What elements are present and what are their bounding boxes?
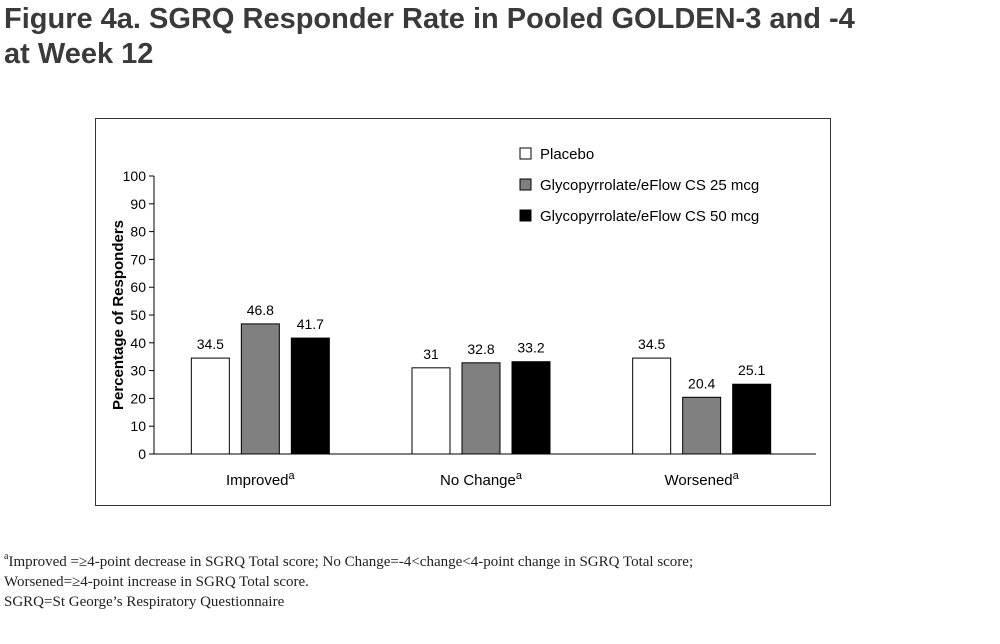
bar-value-label: 31 — [423, 346, 439, 362]
bar — [461, 362, 501, 455]
bar-value-label: 46.8 — [247, 302, 274, 318]
bar — [190, 357, 230, 455]
y-tick-label: 90 — [130, 196, 146, 212]
footnote-2: Worsened=≥4-point increase in SGRQ Total… — [4, 574, 309, 590]
figure-title: Figure 4a. SGRQ Responder Rate in Pooled… — [4, 2, 994, 72]
figure-title-line-2: at Week 12 — [4, 38, 154, 70]
x-category-label: Improveda — [226, 470, 296, 489]
figure-title-line-1: Figure 4a. SGRQ Responder Rate in Pooled… — [4, 3, 855, 35]
bar — [290, 337, 330, 455]
bar — [732, 383, 772, 455]
bar-value-label: 25.1 — [738, 362, 765, 378]
y-tick-label: 40 — [130, 335, 146, 351]
bar-value-label: 20.4 — [688, 375, 715, 391]
legend-swatch — [519, 178, 532, 191]
bar — [511, 361, 551, 455]
bar-value-label: 32.8 — [467, 341, 494, 357]
bar — [632, 357, 672, 455]
footnote-1: aImproved =≥4-point decrease in SGRQ Tot… — [4, 552, 994, 572]
footnote-1-text: Improved =≥4-point decrease in SGRQ Tota… — [8, 554, 694, 570]
footnote-1-marker: a — [4, 551, 9, 562]
bar-value-label: 34.5 — [638, 336, 665, 352]
y-tick-label: 30 — [130, 363, 146, 379]
y-tick-label: 80 — [130, 224, 146, 240]
legend-swatch — [519, 209, 532, 222]
y-tick-label: 20 — [130, 390, 146, 406]
x-category-label: No Changea — [440, 470, 523, 489]
bar — [240, 323, 280, 455]
y-tick-label: 50 — [130, 307, 146, 323]
bar — [411, 367, 451, 455]
footnote-3: SGRQ=St George’s Respiratory Questionnai… — [4, 594, 285, 610]
y-tick-label: 10 — [130, 418, 146, 434]
legend-label: Glycopyrrolate/eFlow CS 50 mcg — [540, 208, 759, 225]
legend-label: Placebo — [540, 146, 594, 163]
legend-label: Glycopyrrolate/eFlow CS 25 mcg — [540, 177, 759, 194]
y-tick-label: 0 — [138, 446, 146, 462]
bar-value-label: 33.2 — [517, 340, 544, 356]
bar-value-label: 34.5 — [197, 336, 224, 352]
legend-swatch — [519, 147, 532, 160]
bar-value-label: 41.7 — [297, 316, 324, 332]
y-tick-label: 70 — [130, 251, 146, 267]
y-tick-label: 60 — [130, 279, 146, 295]
y-tick-label: 100 — [123, 168, 147, 184]
chart-frame: 0 10 20 30 40 50 60 70 80 90 100 Percentage of Resp… — [95, 118, 831, 506]
bar-chart: 0 10 20 30 40 50 60 70 80 90 100 Percentage of Resp… — [110, 146, 816, 489]
x-category-label: Worseneda — [665, 470, 740, 489]
y-axis-title: Percentage of Responders — [110, 220, 127, 410]
bar — [682, 396, 722, 455]
footnotes: aImproved =≥4-point decrease in SGRQ Tot… — [4, 552, 994, 612]
